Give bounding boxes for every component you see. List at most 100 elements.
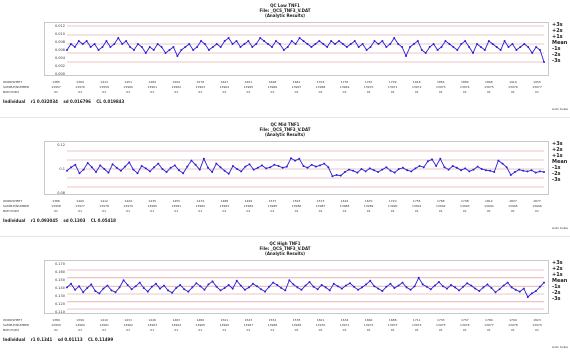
- data-point: [99, 164, 102, 167]
- stat-value: CL 0.05418: [90, 218, 116, 223]
- data-point: [510, 286, 513, 289]
- data-point: [187, 290, 190, 293]
- data-point: [304, 284, 307, 287]
- data-point: [198, 168, 201, 171]
- data-point: [401, 281, 404, 284]
- data-point: [455, 166, 458, 169]
- table-row-labels: WORKSHEET SAMPLE/NUMBER BATCH/IDX: [3, 80, 43, 95]
- data-point: [522, 169, 525, 172]
- data-point: [164, 52, 167, 54]
- data-point: [412, 43, 415, 45]
- data-point: [401, 166, 404, 169]
- data-point: [416, 40, 419, 42]
- table-cell: 1593: [292, 199, 301, 203]
- data-point: [128, 161, 131, 164]
- table-cell: 01: [174, 328, 179, 332]
- data-point: [327, 166, 330, 169]
- data-point: [183, 288, 186, 291]
- y-tick-label: 0.140: [55, 286, 65, 290]
- table-cell: 1818: [412, 80, 421, 84]
- table-column: 1651 13965 01: [236, 80, 260, 95]
- table-column: 1573 13987 01: [309, 199, 333, 214]
- data-point: [93, 43, 96, 45]
- table-cell: 1660: [364, 318, 373, 322]
- data-point: [538, 285, 541, 288]
- data-point: [352, 169, 355, 172]
- table-cell: 01: [511, 209, 515, 213]
- scale-note: Auto Scale: [552, 107, 568, 111]
- table-cell: 1651: [244, 80, 253, 84]
- table-cell: 01: [390, 328, 395, 332]
- data-point: [422, 166, 425, 169]
- data-point: [389, 169, 392, 172]
- data-point: [211, 280, 214, 283]
- table-cell: 1757: [461, 318, 469, 322]
- data-point: [326, 46, 329, 48]
- table-cell: 13973: [387, 323, 398, 327]
- data-point: [302, 165, 305, 167]
- data-point: [482, 286, 485, 289]
- table-cell: 01: [366, 209, 371, 213]
- table-column: 1399 13960 01: [68, 318, 92, 333]
- data-point: [86, 162, 89, 164]
- data-point: [499, 49, 502, 51]
- data-point: [148, 170, 151, 173]
- data-point: [136, 43, 139, 45]
- data-point: [535, 46, 538, 48]
- data-point: [267, 43, 270, 45]
- table-cell: 1798: [461, 199, 469, 203]
- data-point: [263, 40, 266, 42]
- table-column: 1488 13983 01: [212, 199, 236, 214]
- table-cell: 13974: [460, 85, 470, 89]
- data-point: [365, 283, 368, 286]
- data-point: [105, 40, 108, 42]
- data-point: [377, 287, 380, 290]
- limit-label: +3s: [552, 22, 563, 28]
- table-cell: 13980: [147, 204, 157, 208]
- qc-low-panel: QC Low TNF1 File: _QCS_TNF3_V.DAT (Analy…: [0, 0, 570, 118]
- data-point: [251, 46, 254, 48]
- data-point: [115, 166, 118, 169]
- data-point: [296, 286, 299, 289]
- table-column: 1880 13974 01: [453, 80, 477, 95]
- data-point: [405, 55, 408, 57]
- data-point: [369, 46, 372, 48]
- table-cell: 1634: [340, 318, 349, 322]
- table-cell: 13962: [171, 85, 182, 89]
- table-cell: 01: [486, 209, 491, 213]
- data-point: [223, 287, 226, 289]
- table-column: 1499 13984 01: [236, 199, 260, 214]
- table-cell: 13988: [339, 204, 350, 208]
- data-point: [211, 46, 214, 48]
- data-point: [144, 167, 147, 170]
- table-cell: 01: [462, 209, 467, 213]
- table-column: 1660 13972 01: [357, 318, 381, 333]
- table-cell: 13991: [411, 204, 422, 208]
- data-point: [484, 169, 487, 172]
- data-point: [405, 286, 408, 289]
- table-column: 1413 13959 01: [92, 80, 116, 95]
- table-column: 1446 13963 01: [140, 318, 164, 333]
- table-cell: 1837: [509, 199, 517, 203]
- table-cell: 13989: [363, 204, 374, 208]
- data-point: [146, 290, 149, 293]
- data-point: [385, 285, 388, 288]
- limit-label: Mean: [552, 159, 568, 165]
- data-point: [215, 162, 218, 165]
- data-point: [490, 287, 493, 289]
- data-point: [454, 286, 457, 289]
- data-point: [406, 169, 409, 172]
- table-cell: 13959: [99, 85, 109, 89]
- data-point: [418, 165, 421, 167]
- table-cell: 01: [342, 328, 347, 332]
- table-cell: 13968: [315, 85, 326, 89]
- table-column: 1780 13977 01: [477, 318, 501, 333]
- data-point: [466, 282, 469, 285]
- table-cell: 01: [246, 328, 251, 332]
- table-cell: 01: [150, 328, 155, 332]
- data-point: [393, 287, 396, 289]
- data-point: [368, 167, 371, 170]
- data-point: [289, 157, 292, 160]
- data-point: [158, 287, 161, 290]
- stats-line: Individual r1 0.032034 sd 0.016796 CL 0.…: [3, 99, 128, 104]
